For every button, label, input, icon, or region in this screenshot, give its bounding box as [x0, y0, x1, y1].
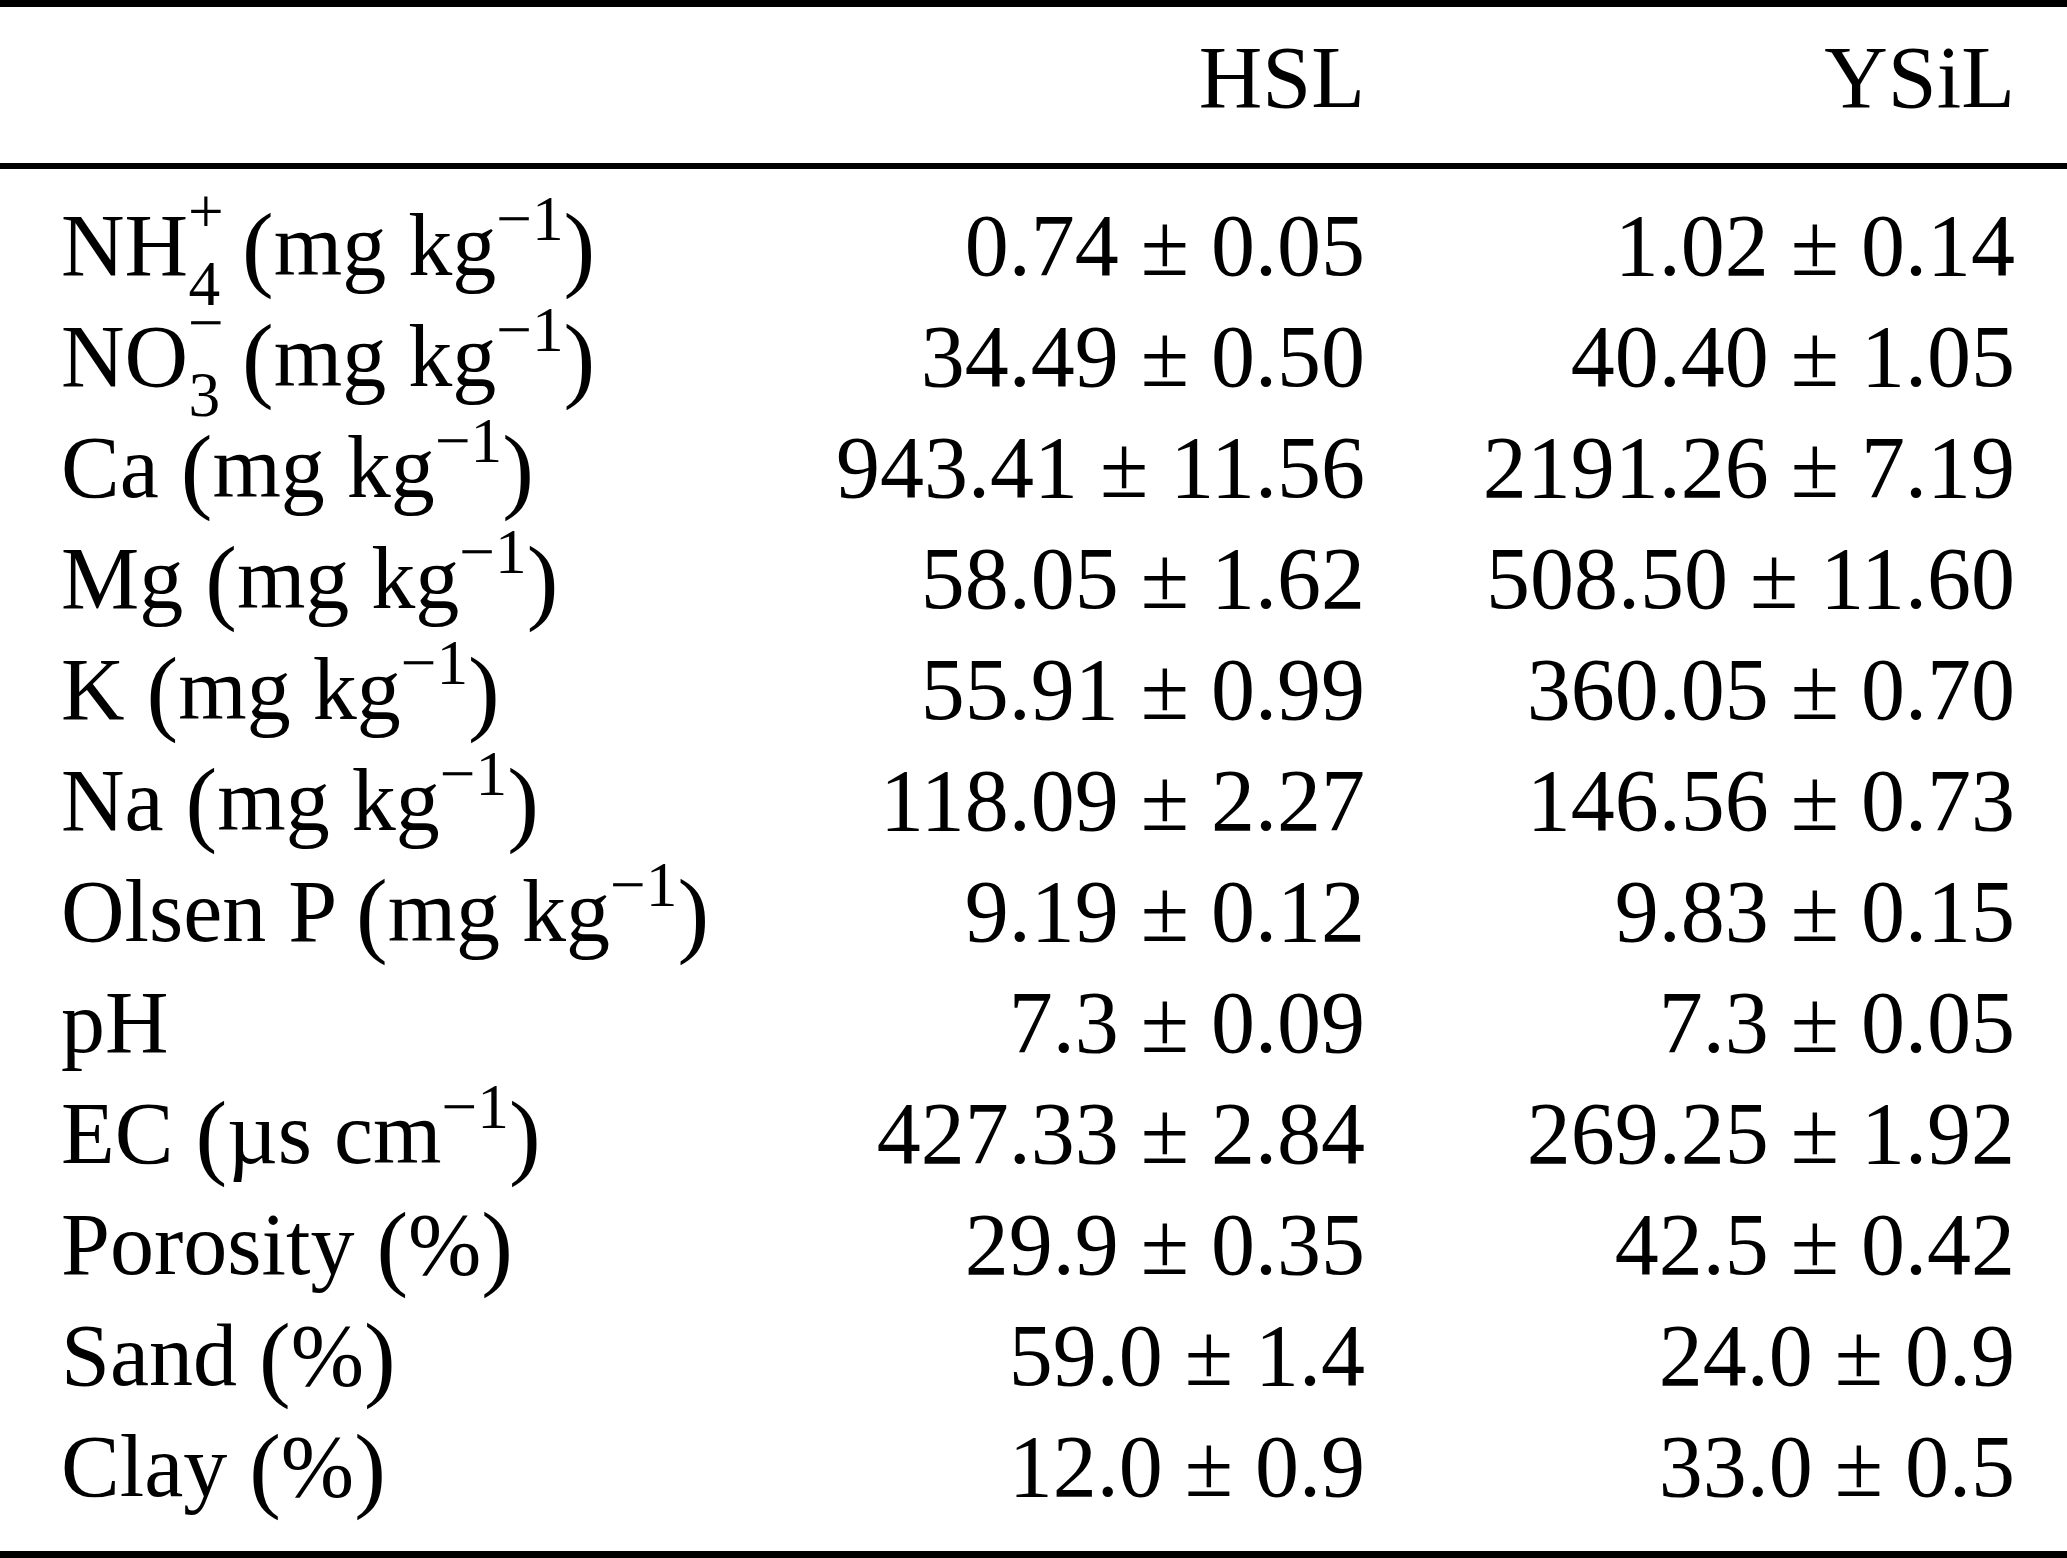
row-label: EC (µs cm−1)	[0, 1078, 820, 1189]
header-col-empty	[0, 4, 820, 167]
table-header: HSL YSiL	[0, 4, 2067, 167]
row-label: Olsen P (mg kg−1)	[0, 856, 820, 967]
table-row: Clay (%) 12.0 ± 0.9 33.0 ± 0.5	[0, 1411, 2067, 1522]
table-row: NO−3 (mg kg−1) 34.49 ± 0.50 40.40 ± 1.05	[0, 301, 2067, 412]
table-row: pH 7.3 ± 0.09 7.3 ± 0.05	[0, 967, 2067, 1078]
hsl-value: 0.74 ± 0.05	[820, 190, 1365, 301]
ysil-value: 7.3 ± 0.05	[1365, 967, 2067, 1078]
ysil-value: 146.56 ± 0.73	[1365, 745, 2067, 856]
hsl-value: 118.09 ± 2.27	[820, 745, 1365, 856]
table-row: Porosity (%) 29.9 ± 0.35 42.5 ± 0.42	[0, 1189, 2067, 1300]
hsl-value: 7.3 ± 0.09	[820, 967, 1365, 1078]
row-label: Ca (mg kg−1)	[0, 412, 820, 523]
row-label: Na (mg kg−1)	[0, 745, 820, 856]
table-row: NH+4 (mg kg−1) 0.74 ± 0.05 1.02 ± 0.14	[0, 190, 2067, 301]
table-row: Mg (mg kg−1) 58.05 ± 1.62 508.50 ± 11.60	[0, 523, 2067, 634]
hsl-value: 55.91 ± 0.99	[820, 634, 1365, 745]
row-label: Sand (%)	[0, 1300, 820, 1411]
hsl-value: 427.33 ± 2.84	[820, 1078, 1365, 1189]
ysil-value: 40.40 ± 1.05	[1365, 301, 2067, 412]
table-row: Ca (mg kg−1) 943.41 ± 11.56 2191.26 ± 7.…	[0, 412, 2067, 523]
ysil-value: 360.05 ± 0.70	[1365, 634, 2067, 745]
table-row: EC (µs cm−1) 427.33 ± 2.84 269.25 ± 1.92	[0, 1078, 2067, 1189]
stacked-script: −3	[188, 308, 220, 405]
hsl-value: 59.0 ± 1.4	[820, 1300, 1365, 1411]
table-row: Olsen P (mg kg−1) 9.19 ± 0.12 9.83 ± 0.1…	[0, 856, 2067, 967]
ysil-value: 2191.26 ± 7.19	[1365, 412, 2067, 523]
table-row: Sand (%) 59.0 ± 1.4 24.0 ± 0.9	[0, 1300, 2067, 1411]
ysil-value: 42.5 ± 0.42	[1365, 1189, 2067, 1300]
soil-properties-table: HSL YSiL NH+4 (mg kg−1) 0.74 ± 0.05 1.02…	[0, 0, 2067, 1558]
table-row: K (mg kg−1) 55.91 ± 0.99 360.05 ± 0.70	[0, 634, 2067, 745]
stacked-script: +4	[188, 197, 220, 294]
row-label: NH+4 (mg kg−1)	[0, 190, 820, 301]
row-label: NO−3 (mg kg−1)	[0, 301, 820, 412]
row-label: Clay (%)	[0, 1411, 820, 1522]
row-label: pH	[0, 967, 820, 1078]
hsl-value: 34.49 ± 0.50	[820, 301, 1365, 412]
hsl-value: 29.9 ± 0.35	[820, 1189, 1365, 1300]
hsl-value: 58.05 ± 1.62	[820, 523, 1365, 634]
hsl-value: 943.41 ± 11.56	[820, 412, 1365, 523]
hsl-value: 12.0 ± 0.9	[820, 1411, 1365, 1522]
row-label: Porosity (%)	[0, 1189, 820, 1300]
ysil-value: 508.50 ± 11.60	[1365, 523, 2067, 634]
table-body: NH+4 (mg kg−1) 0.74 ± 0.05 1.02 ± 0.14 N…	[0, 166, 2067, 1555]
ysil-value: 269.25 ± 1.92	[1365, 1078, 2067, 1189]
header-col-ysil: YSiL	[1365, 4, 2067, 167]
row-label: Mg (mg kg−1)	[0, 523, 820, 634]
header-col-hsl: HSL	[820, 4, 1365, 167]
ysil-value: 9.83 ± 0.15	[1365, 856, 2067, 967]
header-row: HSL YSiL	[0, 4, 2067, 167]
ysil-value: 1.02 ± 0.14	[1365, 190, 2067, 301]
ysil-value: 24.0 ± 0.9	[1365, 1300, 2067, 1411]
spacer-row	[0, 1522, 2067, 1555]
paper-table-figure: HSL YSiL NH+4 (mg kg−1) 0.74 ± 0.05 1.02…	[0, 0, 2067, 1558]
hsl-value: 9.19 ± 0.12	[820, 856, 1365, 967]
ysil-value: 33.0 ± 0.5	[1365, 1411, 2067, 1522]
row-label: K (mg kg−1)	[0, 634, 820, 745]
spacer-row	[0, 166, 2067, 190]
table-row: Na (mg kg−1) 118.09 ± 2.27 146.56 ± 0.73	[0, 745, 2067, 856]
